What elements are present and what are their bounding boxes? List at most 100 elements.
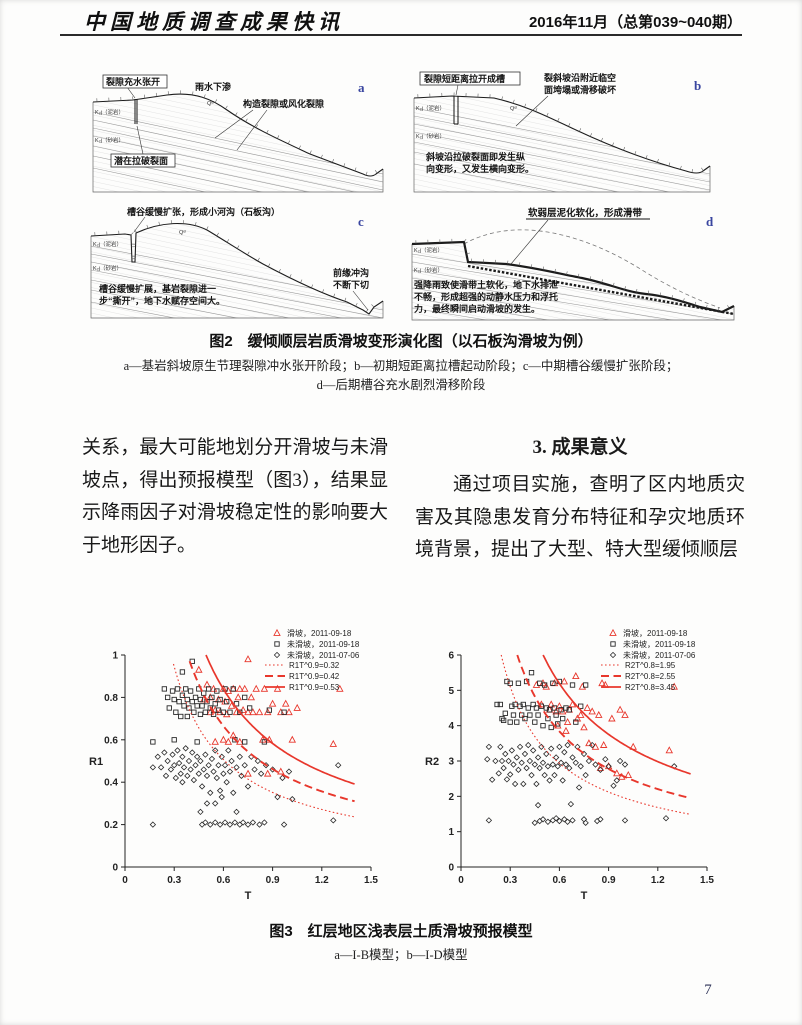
x-tick-label: 0.6 <box>552 875 566 886</box>
scatter-point-square <box>527 712 533 718</box>
surface-tick <box>298 145 301 150</box>
bedding-line <box>414 131 710 191</box>
scatter-point-diamond <box>569 754 576 761</box>
surface-tick <box>287 140 290 144</box>
scatter-point-triangle <box>598 679 606 687</box>
scatter-point-diamond <box>497 743 504 751</box>
scatter-point-diamond <box>593 817 601 825</box>
scatter-point-square <box>179 669 186 675</box>
scatter-point-diamond <box>523 764 530 772</box>
scatter-point-diamond <box>203 772 211 780</box>
scatter-point-diamond <box>498 757 506 765</box>
surface-tick <box>694 301 697 306</box>
scatter-point-diamond <box>230 789 237 796</box>
scatter-point-square <box>507 719 513 725</box>
tension-groove <box>453 96 459 125</box>
scatter-point-triangle <box>583 703 592 711</box>
scatter-point-square <box>558 707 564 713</box>
scatter-point-diamond <box>528 771 535 779</box>
y-tick-label: 6 <box>448 651 454 662</box>
scatter-point-triangle <box>195 665 203 673</box>
surface-tick <box>245 118 248 122</box>
scatter-point-triangle <box>563 717 572 725</box>
scatter-point-triangle <box>532 680 541 688</box>
bedding-line <box>412 269 734 320</box>
scatter-point-square <box>171 737 177 743</box>
y-tick-label: 0.8 <box>104 693 118 704</box>
y-tick-label: 0.2 <box>104 820 118 831</box>
annotation: 步“撕开”，地下水赋存空间大。 <box>99 295 225 306</box>
stratum-label: K₂j（砂岩） <box>93 264 122 272</box>
surface-tick <box>247 251 250 256</box>
scatter-point-square <box>184 713 190 720</box>
scatter-point-diamond <box>169 751 176 758</box>
surface-tick <box>519 262 521 266</box>
scatter-point-triangle <box>670 682 678 690</box>
scatter-point-square <box>610 641 616 647</box>
scatter-point-square <box>230 686 236 692</box>
bedding-line <box>414 163 710 192</box>
bedding-line <box>412 297 734 320</box>
scatter-point-triangle <box>247 693 256 701</box>
surface-tick <box>501 96 503 100</box>
scatter-point-square <box>497 701 504 708</box>
scatter-point-triangle <box>219 735 228 743</box>
surface-tick <box>530 264 533 268</box>
scatter-point-diamond <box>561 816 568 823</box>
scatter-point-diamond <box>190 776 198 784</box>
scatter-point-triangle <box>281 699 290 707</box>
annotation: 前缘冲沟 <box>333 267 369 278</box>
surface-tick <box>332 158 334 163</box>
scatter-point-diamond <box>149 821 157 828</box>
scatter-point-diamond <box>510 761 517 768</box>
y-tick-label: 2 <box>448 792 454 803</box>
stratum-label: Qᵉˡ <box>179 229 186 236</box>
scatter-point-diamond <box>521 750 529 758</box>
scatter-point-square <box>191 709 197 715</box>
scatter-point-diamond <box>207 821 214 828</box>
scatter-point-square <box>227 709 233 715</box>
issue-date: 2016年11月（总第039~040期） <box>528 14 742 31</box>
scatter-point-diamond <box>202 751 209 758</box>
scatter-point-square <box>212 701 218 707</box>
scatter-point-diamond <box>198 821 206 828</box>
scatter-point-diamond <box>231 819 239 826</box>
scatter-point-diamond <box>505 757 512 765</box>
scatter-point-square <box>540 723 546 729</box>
chart-a-scatter-plot: 0 0.2 0.4 0.6 0.8 1 0 0.3 0.6 0.9 1.2 1.5 R1 T 滑坡，2011… <box>89 628 378 902</box>
annotation: 软弱层泥化软化，形成滑带 <box>528 207 643 219</box>
scatter-point-diamond <box>559 777 566 784</box>
legend-label: R2T^0.8=3.45 <box>625 683 676 692</box>
scatter-point-triangle <box>585 739 593 747</box>
scatter-point-diamond <box>538 743 545 751</box>
scatter-point-diamond <box>185 757 193 765</box>
scatter-point-diamond <box>184 772 191 780</box>
scatter-point-square <box>582 682 589 688</box>
bedding-line <box>93 119 383 183</box>
x-tick-label: 0 <box>122 875 128 886</box>
surface-tick <box>568 123 571 127</box>
bedding-line <box>91 269 383 318</box>
scatter-point-diamond <box>534 802 542 809</box>
scatter-point-triangle <box>572 672 580 680</box>
annotation: 裂隙短距离拉开成槽 <box>423 73 505 84</box>
scatter-point-diamond <box>197 757 204 765</box>
scatter-point-triangle <box>263 769 272 777</box>
scatter-point-diamond <box>534 754 542 761</box>
surface-tick <box>701 167 704 171</box>
scatter-point-diamond <box>177 770 184 777</box>
scatter-point-square <box>261 739 268 745</box>
scatter-point-triangle <box>547 700 555 708</box>
scatter-point-diamond <box>218 793 225 801</box>
scatter-point-diamond <box>218 753 225 760</box>
scatter-point-triangle <box>616 705 624 713</box>
scatter-point-square <box>535 712 541 718</box>
scatter-point-square <box>237 709 243 715</box>
scatter-point-square <box>522 715 528 722</box>
scatter-point-triangle <box>595 710 603 718</box>
x-axis-label: T <box>581 890 588 902</box>
scatter-point-diamond <box>520 780 527 788</box>
scatter-point-diamond <box>162 772 170 780</box>
scatter-point-square <box>215 707 222 713</box>
scatter-point-square <box>560 715 566 722</box>
